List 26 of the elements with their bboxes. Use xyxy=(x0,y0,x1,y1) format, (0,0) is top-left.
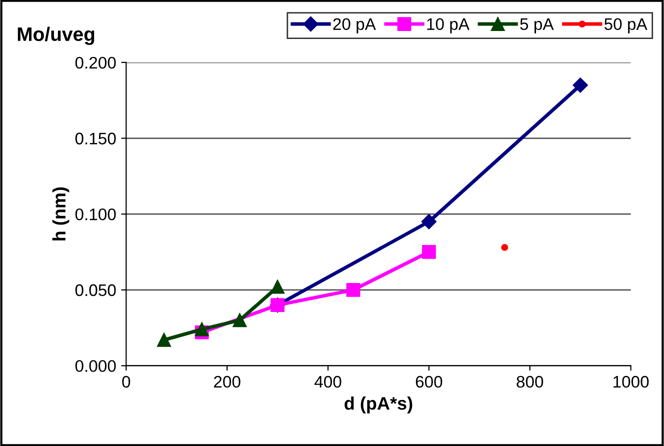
y-tick-label: 0.150 xyxy=(75,132,116,144)
point xyxy=(157,332,171,347)
legend-label: 50 pA xyxy=(604,18,648,34)
point xyxy=(572,78,588,93)
x-tick-label: 600 xyxy=(416,376,442,388)
x-tick-label: 400 xyxy=(314,376,342,388)
x-tick-label: 0 xyxy=(122,376,130,388)
x-tick-label: 1000 xyxy=(614,376,649,388)
x-axis-title: d (pA*s) xyxy=(344,396,412,414)
x-tick-label: 200 xyxy=(214,376,240,388)
point xyxy=(232,313,247,328)
legend-label: 10 pA xyxy=(427,18,470,34)
x-tick-label: 800 xyxy=(516,376,544,388)
point xyxy=(194,322,209,336)
y-tick-label: 0.100 xyxy=(75,208,116,220)
point xyxy=(270,280,284,294)
legend-label: 5 pA xyxy=(520,18,554,34)
y-tick-label: 0.050 xyxy=(75,284,116,296)
point xyxy=(422,245,436,259)
chart-title: Mo/uveg xyxy=(18,26,94,45)
point xyxy=(346,282,360,297)
point xyxy=(421,214,437,230)
legend-label: 20 pA xyxy=(333,18,376,34)
y-tick-label: 0.000 xyxy=(75,360,116,372)
y-axis-title: h (nm) xyxy=(52,187,70,240)
y-tick-label: 0.200 xyxy=(75,56,116,69)
